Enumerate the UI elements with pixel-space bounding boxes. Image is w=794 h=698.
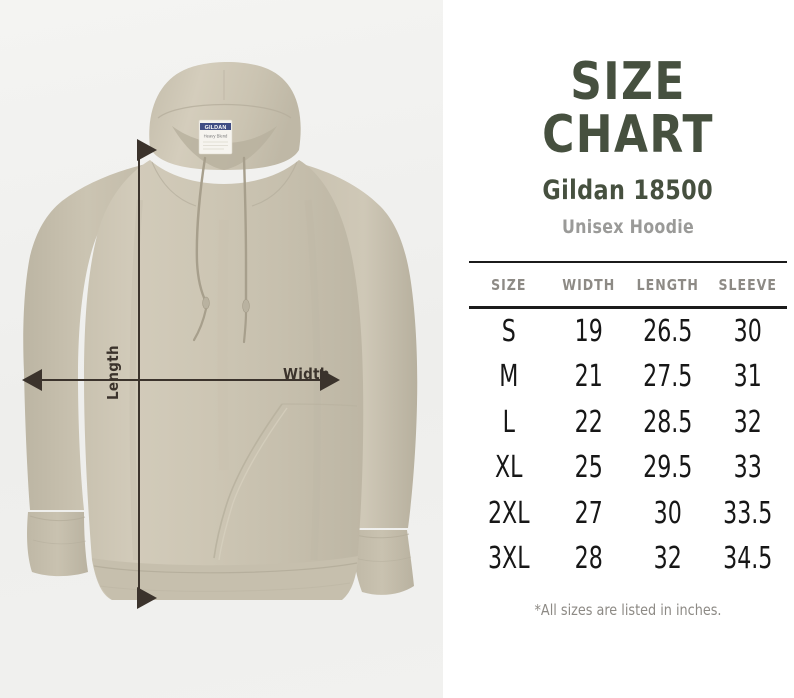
length-measurement-label: Length (104, 345, 122, 400)
cell-size: S (501, 314, 516, 350)
cell-sleeve: 33 (733, 450, 762, 486)
table-row: M 21 27.5 31 (469, 354, 787, 399)
table-header-row: SIZE WIDTH LENGTH SLEEVE (469, 263, 787, 306)
cell-size: 2XL (487, 495, 530, 531)
cell-sleeve: 32 (733, 404, 762, 440)
units-footnote: *All sizes are listed in inches. (534, 601, 722, 620)
hoodie-pocket (213, 403, 358, 561)
cell-sleeve: 30 (733, 314, 762, 350)
cell-size: XL (495, 450, 523, 486)
measurement-arrows (22, 139, 340, 609)
product-model: Gildan 18500 (542, 175, 714, 207)
cell-width: 22 (574, 404, 603, 440)
cell-length: 30 (653, 495, 682, 531)
size-chart-panel: SIZE CHART Gildan 18500 Unisex Hoodie SI… (443, 0, 794, 698)
cell-length: 32 (653, 541, 682, 577)
table-row: 2XL 27 30 33.5 (469, 491, 787, 536)
cell-size: 3XL (487, 541, 530, 577)
cell-width: 28 (574, 541, 603, 577)
cell-sleeve: 34.5 (722, 541, 772, 577)
hoodie-left-sleeve (23, 163, 150, 577)
cell-width: 27 (574, 495, 603, 531)
column-header-sleeve: SLEEVE (718, 276, 777, 295)
size-table: SIZE WIDTH LENGTH SLEEVE (469, 263, 787, 306)
cell-width: 19 (574, 314, 603, 350)
gildan-neck-label: GILDAN Heavy Blend (198, 119, 233, 155)
table-row: XL 25 29.5 33 (469, 445, 787, 490)
page-title: SIZE CHART (542, 52, 714, 166)
product-photo-panel: GILDAN Heavy Blend (0, 0, 443, 698)
cell-width: 25 (574, 450, 603, 486)
table-row: L 22 28.5 32 (469, 400, 787, 445)
table-row: 3XL 28 32 34.5 (469, 536, 787, 581)
hoodie-illustration: GILDAN Heavy Blend (22, 61, 418, 609)
svg-text:Heavy Blend: Heavy Blend (204, 134, 228, 139)
cell-length: 29.5 (643, 450, 693, 486)
size-table-wrapper: SIZE WIDTH LENGTH SLEEVE S 19 26.5 (469, 261, 787, 581)
cell-length: 27.5 (643, 359, 693, 395)
column-header-length: LENGTH (636, 276, 699, 295)
column-header-size: SIZE (491, 276, 527, 295)
table-header-rule (469, 306, 787, 310)
cell-size: M (499, 359, 519, 395)
cell-length: 28.5 (643, 404, 693, 440)
width-measurement-label: Width (283, 365, 330, 383)
table-top-rule (469, 261, 787, 264)
cell-width: 21 (574, 359, 603, 395)
hoodie-drawstrings (192, 156, 250, 344)
cell-sleeve: 33.5 (722, 495, 772, 531)
garment-type: Unisex Hoodie (561, 216, 695, 239)
svg-text:GILDAN: GILDAN (205, 125, 227, 131)
cell-sleeve: 31 (733, 359, 762, 395)
column-header-width: WIDTH (561, 276, 615, 295)
cell-size: L (502, 404, 515, 440)
size-table-body: S 19 26.5 30 M 21 27.5 31 L 22 28.5 (469, 309, 787, 581)
cell-length: 26.5 (643, 314, 693, 350)
table-row: S 19 26.5 30 (469, 309, 787, 354)
